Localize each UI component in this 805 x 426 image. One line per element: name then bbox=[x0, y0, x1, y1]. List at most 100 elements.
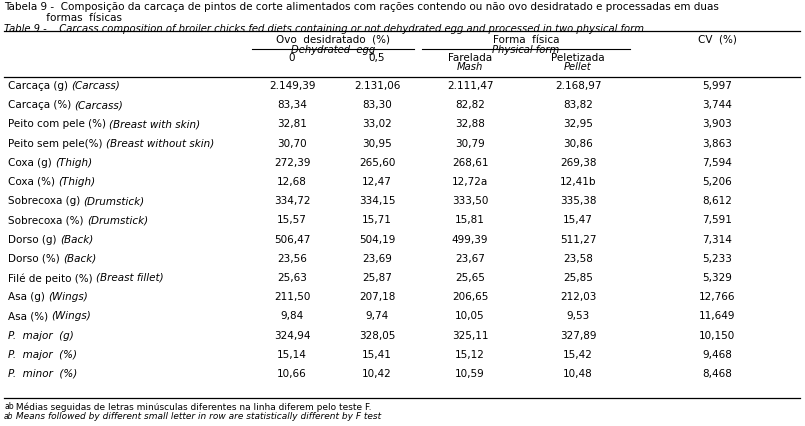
Text: 23,69: 23,69 bbox=[362, 254, 392, 264]
Text: 207,18: 207,18 bbox=[359, 292, 395, 302]
Text: 33,02: 33,02 bbox=[362, 119, 392, 130]
Text: (Thigh): (Thigh) bbox=[58, 177, 95, 187]
Text: 7,594: 7,594 bbox=[702, 158, 732, 168]
Text: 30,79: 30,79 bbox=[455, 138, 485, 149]
Text: (Carcass): (Carcass) bbox=[75, 100, 123, 110]
Text: 23,56: 23,56 bbox=[277, 254, 307, 264]
Text: Asa (%): Asa (%) bbox=[8, 311, 52, 321]
Text: 506,47: 506,47 bbox=[274, 235, 310, 245]
Text: 3,744: 3,744 bbox=[702, 100, 732, 110]
Text: 268,61: 268,61 bbox=[452, 158, 489, 168]
Text: 2.168,97: 2.168,97 bbox=[555, 81, 601, 91]
Text: Forma  física: Forma física bbox=[493, 35, 559, 45]
Text: (Carcass): (Carcass) bbox=[72, 81, 120, 91]
Text: Physical form: Physical form bbox=[493, 45, 559, 55]
Text: 25,65: 25,65 bbox=[455, 273, 485, 283]
Text: (Thigh): (Thigh) bbox=[55, 158, 92, 168]
Text: 265,60: 265,60 bbox=[359, 158, 395, 168]
Text: 32,88: 32,88 bbox=[455, 119, 485, 130]
Text: 12,41b: 12,41b bbox=[559, 177, 597, 187]
Text: 3,903: 3,903 bbox=[702, 119, 732, 130]
Text: (Back): (Back) bbox=[63, 254, 97, 264]
Text: 12,68: 12,68 bbox=[277, 177, 307, 187]
Text: 12,766: 12,766 bbox=[699, 292, 735, 302]
Text: 25,85: 25,85 bbox=[563, 273, 593, 283]
Text: P.  major  (%): P. major (%) bbox=[8, 350, 77, 360]
Text: Farelada: Farelada bbox=[448, 53, 492, 63]
Text: 83,82: 83,82 bbox=[563, 100, 593, 110]
Text: (Breast with skin): (Breast with skin) bbox=[109, 119, 200, 130]
Text: 10,48: 10,48 bbox=[564, 369, 592, 379]
Text: (Back): (Back) bbox=[60, 235, 93, 245]
Text: formas  físicas: formas físicas bbox=[4, 13, 122, 23]
Text: Peito sem pele(%): Peito sem pele(%) bbox=[8, 138, 105, 149]
Text: 82,82: 82,82 bbox=[455, 100, 485, 110]
Text: 9,84: 9,84 bbox=[280, 311, 303, 321]
Text: 5,233: 5,233 bbox=[702, 254, 732, 264]
Text: CV  (%): CV (%) bbox=[698, 35, 737, 45]
Text: Peito com pele (%): Peito com pele (%) bbox=[8, 119, 109, 130]
Text: Tabela 9 -  Composição da carcaça de pintos de corte alimentados com rações cont: Tabela 9 - Composição da carcaça de pint… bbox=[4, 2, 719, 12]
Text: 23,67: 23,67 bbox=[455, 254, 485, 264]
Text: (Drumstick): (Drumstick) bbox=[84, 196, 145, 206]
Text: 83,30: 83,30 bbox=[362, 100, 392, 110]
Text: Dorso (%): Dorso (%) bbox=[8, 254, 63, 264]
Text: Filé de peito (%): Filé de peito (%) bbox=[8, 273, 96, 283]
Text: 333,50: 333,50 bbox=[452, 196, 488, 206]
Text: 12,47: 12,47 bbox=[362, 177, 392, 187]
Text: 11,649: 11,649 bbox=[699, 311, 735, 321]
Text: Peletizada: Peletizada bbox=[551, 53, 605, 63]
Text: 272,39: 272,39 bbox=[274, 158, 310, 168]
Text: Carcaça (%): Carcaça (%) bbox=[8, 100, 75, 110]
Text: 0: 0 bbox=[289, 53, 295, 63]
Text: Asa (g): Asa (g) bbox=[8, 292, 48, 302]
Text: Dorso (g): Dorso (g) bbox=[8, 235, 60, 245]
Text: 2.149,39: 2.149,39 bbox=[269, 81, 316, 91]
Text: 15,12: 15,12 bbox=[455, 350, 485, 360]
Text: 15,57: 15,57 bbox=[277, 216, 307, 225]
Text: 30,95: 30,95 bbox=[362, 138, 392, 149]
Text: 30,86: 30,86 bbox=[564, 138, 592, 149]
Text: 23,58: 23,58 bbox=[563, 254, 593, 264]
Text: (Wings): (Wings) bbox=[48, 292, 88, 302]
Text: 15,71: 15,71 bbox=[362, 216, 392, 225]
Text: 211,50: 211,50 bbox=[274, 292, 310, 302]
Text: Ovo  desidratado  (%): Ovo desidratado (%) bbox=[276, 35, 390, 45]
Text: 15,14: 15,14 bbox=[277, 350, 307, 360]
Text: 334,15: 334,15 bbox=[359, 196, 395, 206]
Text: 10,42: 10,42 bbox=[362, 369, 392, 379]
Text: Coxa (%): Coxa (%) bbox=[8, 177, 58, 187]
Text: (Wings): (Wings) bbox=[52, 311, 91, 321]
Text: 7,591: 7,591 bbox=[702, 216, 732, 225]
Text: 32,95: 32,95 bbox=[563, 119, 593, 130]
Text: (Breast without skin): (Breast without skin) bbox=[105, 138, 214, 149]
Text: 8,612: 8,612 bbox=[702, 196, 732, 206]
Text: 10,59: 10,59 bbox=[455, 369, 485, 379]
Text: 5,206: 5,206 bbox=[702, 177, 732, 187]
Text: Carcaça (g): Carcaça (g) bbox=[8, 81, 72, 91]
Text: ab: ab bbox=[4, 402, 14, 411]
Text: 25,63: 25,63 bbox=[277, 273, 307, 283]
Text: 3,863: 3,863 bbox=[702, 138, 732, 149]
Text: 504,19: 504,19 bbox=[359, 235, 395, 245]
Text: 10,66: 10,66 bbox=[277, 369, 307, 379]
Text: 10,05: 10,05 bbox=[455, 311, 485, 321]
Text: Mash: Mash bbox=[456, 62, 483, 72]
Text: 212,03: 212,03 bbox=[559, 292, 597, 302]
Text: 2.111,47: 2.111,47 bbox=[447, 81, 493, 91]
Text: 10,150: 10,150 bbox=[699, 331, 735, 341]
Text: P.  minor  (%): P. minor (%) bbox=[8, 369, 77, 379]
Text: Pellet: Pellet bbox=[564, 62, 592, 72]
Text: 2.131,06: 2.131,06 bbox=[354, 81, 400, 91]
Text: Table 9 -    Carcass composition of broiler chicks fed diets containing or not d: Table 9 - Carcass composition of broiler… bbox=[4, 24, 644, 34]
Text: 12,72a: 12,72a bbox=[452, 177, 488, 187]
Text: 327,89: 327,89 bbox=[559, 331, 597, 341]
Text: ab: ab bbox=[4, 412, 14, 421]
Text: 25,87: 25,87 bbox=[362, 273, 392, 283]
Text: 32,81: 32,81 bbox=[277, 119, 307, 130]
Text: 9,53: 9,53 bbox=[567, 311, 589, 321]
Text: 328,05: 328,05 bbox=[359, 331, 395, 341]
Text: 83,34: 83,34 bbox=[277, 100, 307, 110]
Text: 15,42: 15,42 bbox=[563, 350, 593, 360]
Text: P.  major  (g): P. major (g) bbox=[8, 331, 74, 341]
